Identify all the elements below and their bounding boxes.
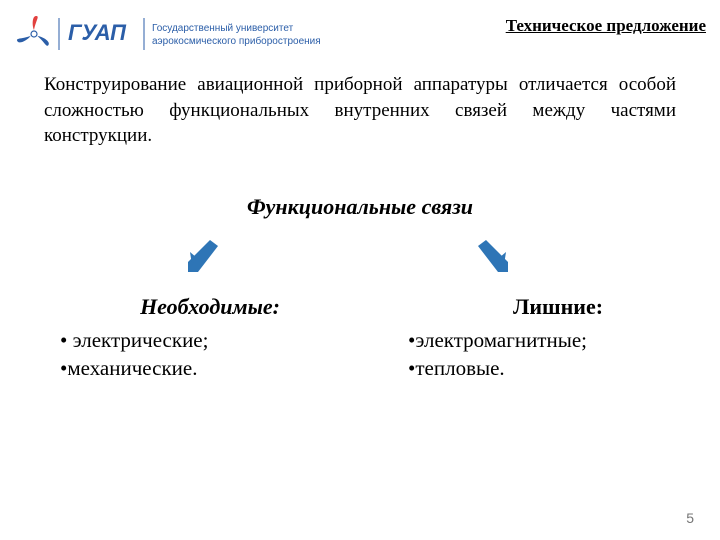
column-right-items: •электромагнитные; •тепловые. (408, 326, 708, 383)
list-item: •тепловые. (408, 354, 708, 382)
body-text: Конструирование авиационной приборной ап… (44, 72, 676, 149)
list-item: •механические. (60, 354, 360, 382)
column-right-title: Лишние: (408, 294, 708, 320)
item-text: электрические; (67, 328, 208, 352)
logo-abbrev: ГУАП (68, 20, 127, 45)
column-left: Необходимые: • электрические; •механичес… (60, 294, 360, 383)
column-left-title: Необходимые: (60, 294, 360, 320)
item-text: тепловые. (415, 356, 504, 380)
page-number: 5 (686, 510, 694, 526)
header: ГУАП Государственный университет аэрокос… (14, 14, 706, 54)
logo-line1: Государственный университет (152, 23, 294, 34)
item-text: механические. (67, 356, 197, 380)
list-item: •электромагнитные; (408, 326, 708, 354)
logo: ГУАП Государственный университет аэрокос… (14, 14, 374, 54)
section-title: Функциональные связи (0, 194, 720, 220)
arrow-right-icon (478, 238, 508, 274)
item-text: электромагнитные; (415, 328, 587, 352)
logo-line2: аэрокосмического приборостроения (152, 35, 321, 47)
arrow-left-icon (188, 238, 218, 274)
list-item: • электрические; (60, 326, 360, 354)
doc-title: Техническое предложение (506, 16, 706, 36)
slide: ГУАП Государственный университет аэрокос… (0, 0, 720, 540)
column-left-items: • электрические; •механические. (60, 326, 360, 383)
column-right: Лишние: •электромагнитные; •тепловые. (408, 294, 708, 383)
